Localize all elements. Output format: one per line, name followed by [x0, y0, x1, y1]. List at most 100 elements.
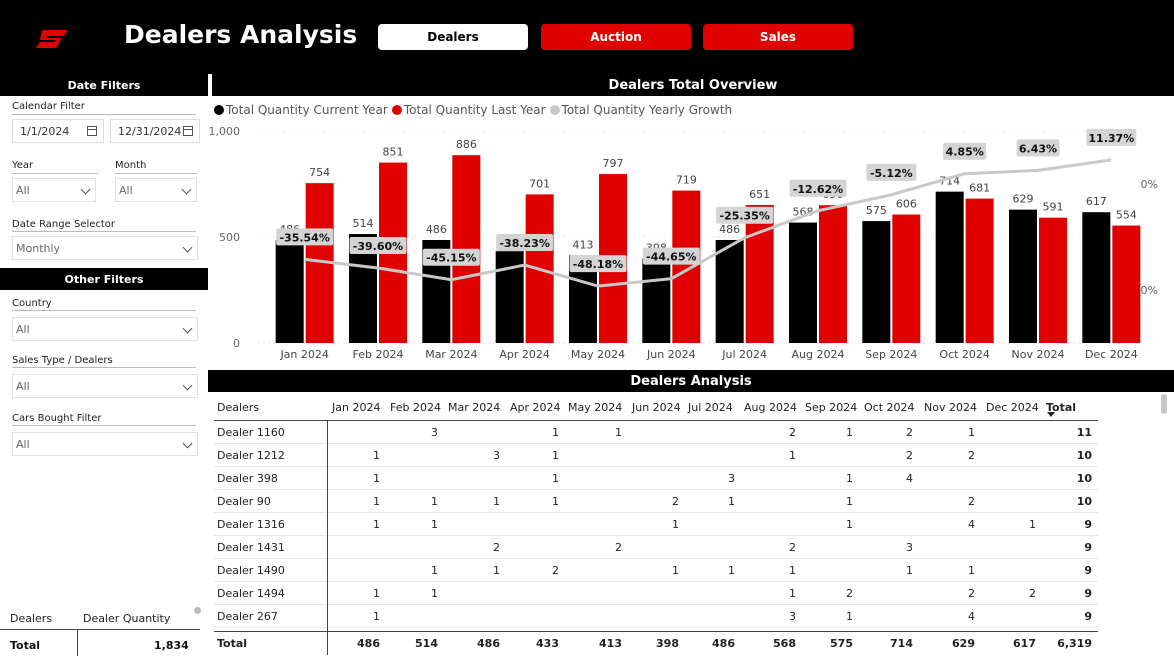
bar-current-year: [642, 258, 671, 343]
column-header[interactable]: Jun 2024: [632, 400, 681, 414]
brand-logo-icon: [36, 30, 68, 48]
country-label: Country: [12, 298, 52, 309]
country-dropdown[interactable]: All: [12, 317, 198, 341]
divider: [0, 629, 200, 630]
scroll-dot-icon[interactable]: [194, 607, 201, 614]
column-header[interactable]: Oct 2024: [864, 400, 915, 414]
bar-last-year: [892, 214, 921, 343]
column-header[interactable]: Jan 2024: [332, 400, 381, 414]
column-header[interactable]: Apr 2024: [510, 400, 561, 414]
sales-type-dropdown[interactable]: All: [12, 374, 198, 398]
table-row[interactable]: Dealer 1160 3 1 1 2 1 2 1 11: [214, 421, 1098, 444]
calendar-filter-label: Calendar Filter: [12, 101, 85, 112]
date-range-value: Monthly: [16, 241, 61, 255]
table-cell: 2: [846, 586, 853, 600]
table-cell: 1: [373, 586, 380, 600]
dealer-name-cell: Dealer 1160: [217, 425, 285, 439]
data-label-last-year: 591: [1043, 201, 1064, 214]
growth-label-box: [276, 228, 334, 246]
bar-last-year: [745, 204, 774, 343]
dq-col-quantity[interactable]: Dealer Quantity: [83, 612, 171, 625]
table-row[interactable]: Dealer 267 1 3 1 4 9: [214, 605, 1098, 628]
month-label: Month: [115, 160, 147, 171]
table-cell: 1: [846, 425, 853, 439]
table-cell: 1: [552, 471, 559, 485]
cars-bought-dropdown[interactable]: All: [12, 432, 198, 456]
table-row[interactable]: Dealer 1431 2 2 2 3 9: [214, 536, 1098, 559]
legend-item-yearly-growth[interactable]: Total Quantity Yearly Growth: [549, 103, 733, 117]
data-label-current-year: 514: [353, 217, 374, 230]
table-cell: 6,319: [1057, 636, 1092, 650]
year-dropdown[interactable]: All: [12, 178, 96, 202]
total-divider: [214, 631, 1098, 632]
data-label-growth: -39.60%: [353, 240, 403, 253]
y-tick-label: 1,000: [209, 125, 241, 138]
column-header[interactable]: Sep 2024: [805, 400, 858, 414]
table-cell: 1: [373, 494, 380, 508]
column-header[interactable]: Dec 2024: [986, 400, 1039, 414]
table-cell: 1: [373, 609, 380, 623]
column-header[interactable]: Mar 2024: [448, 400, 501, 414]
column-header[interactable]: Feb 2024: [390, 400, 441, 414]
column-header[interactable]: Aug 2024: [744, 400, 797, 414]
table-cell: 2: [1029, 586, 1036, 600]
dq-col-dealers[interactable]: Dealers: [10, 612, 53, 625]
cars-bought-value: All: [16, 437, 30, 451]
bar-last-year: [672, 190, 701, 343]
table-cell: 9: [1084, 540, 1092, 554]
month-dropdown[interactable]: All: [115, 178, 197, 202]
chart-legend: Total Quantity Current Year Total Quanti…: [214, 103, 732, 117]
table-row[interactable]: Dealer 1494 1 1 1 2 2 2 9: [214, 582, 1098, 605]
column-header[interactable]: Jul 2024: [688, 400, 733, 414]
calendar-icon[interactable]: [87, 126, 97, 136]
data-label-current-year: 629: [1013, 193, 1034, 206]
table-cell: 1: [846, 609, 853, 623]
table-cell: 1: [373, 471, 380, 485]
table-cell: 9: [1084, 586, 1092, 600]
calendar-icon[interactable]: [183, 126, 193, 136]
column-header[interactable]: May 2024: [568, 400, 623, 414]
growth-label-box: [422, 248, 480, 266]
dealers-tab-button[interactable]: Dealers: [378, 24, 528, 50]
end-date-input[interactable]: 12/31/2024: [110, 119, 200, 143]
table-cell: 9: [1084, 517, 1092, 531]
column-header[interactable]: Total: [1046, 400, 1077, 414]
legend-label: Total Quantity Yearly Growth: [561, 103, 733, 117]
table-scrollbar[interactable]: [1161, 394, 1167, 414]
legend-item-current-year[interactable]: Total Quantity Current Year: [214, 103, 388, 117]
year-label: Year: [12, 160, 34, 171]
dq-total-value: 1,834: [154, 639, 189, 652]
table-row[interactable]: Dealer 1212 1 3 1 1 2 2 10: [214, 444, 1098, 467]
legend-item-last-year[interactable]: Total Quantity Last Year: [391, 103, 546, 117]
table-cell: 3: [728, 471, 735, 485]
table-row[interactable]: Dealer 1316 1 1 1 1 4 1 9: [214, 513, 1098, 536]
divider: [12, 310, 196, 311]
table-cell: 1: [373, 448, 380, 462]
date-range-dropdown[interactable]: Monthly: [12, 236, 198, 260]
data-label-last-year: 606: [896, 198, 917, 211]
auction-tab-button[interactable]: Auction: [541, 24, 691, 50]
growth-label-box: [349, 236, 407, 254]
dealer-name-cell: Dealer 267: [217, 609, 278, 623]
table-cell: 3: [789, 609, 796, 623]
table-cell: 486: [712, 636, 735, 650]
x-tick-label: Jun 2024: [646, 348, 696, 361]
table-row[interactable]: Dealer 398 1 1 3 1 4 10: [214, 467, 1098, 490]
table-total-row: Total 486 514 486 433 413 398 486 568 575 714 629 61…: [214, 630, 1098, 656]
y-tick-label: 0: [233, 337, 240, 350]
sales-tab-button[interactable]: Sales: [703, 24, 853, 50]
table-row[interactable]: Dealer 1490 1 1 2 1 1 1 1 1 9: [214, 559, 1098, 582]
column-header[interactable]: Nov 2024: [924, 400, 977, 414]
table-cell: 1: [672, 563, 679, 577]
data-label-last-year: 554: [1116, 209, 1137, 222]
table-cell: 1: [615, 425, 622, 439]
sort-descending-icon[interactable]: [1047, 412, 1055, 417]
bar-last-year: [1039, 217, 1067, 343]
start-date-input[interactable]: 1/1/2024: [12, 119, 104, 143]
table-row[interactable]: Dealer 90 1 1 1 1 2 1 1 2 10: [214, 490, 1098, 513]
table-cell: 1: [373, 517, 380, 531]
table-cell: 1: [493, 563, 500, 577]
data-label-current-year: 413: [573, 238, 594, 251]
column-header[interactable]: Dealers: [217, 400, 260, 414]
